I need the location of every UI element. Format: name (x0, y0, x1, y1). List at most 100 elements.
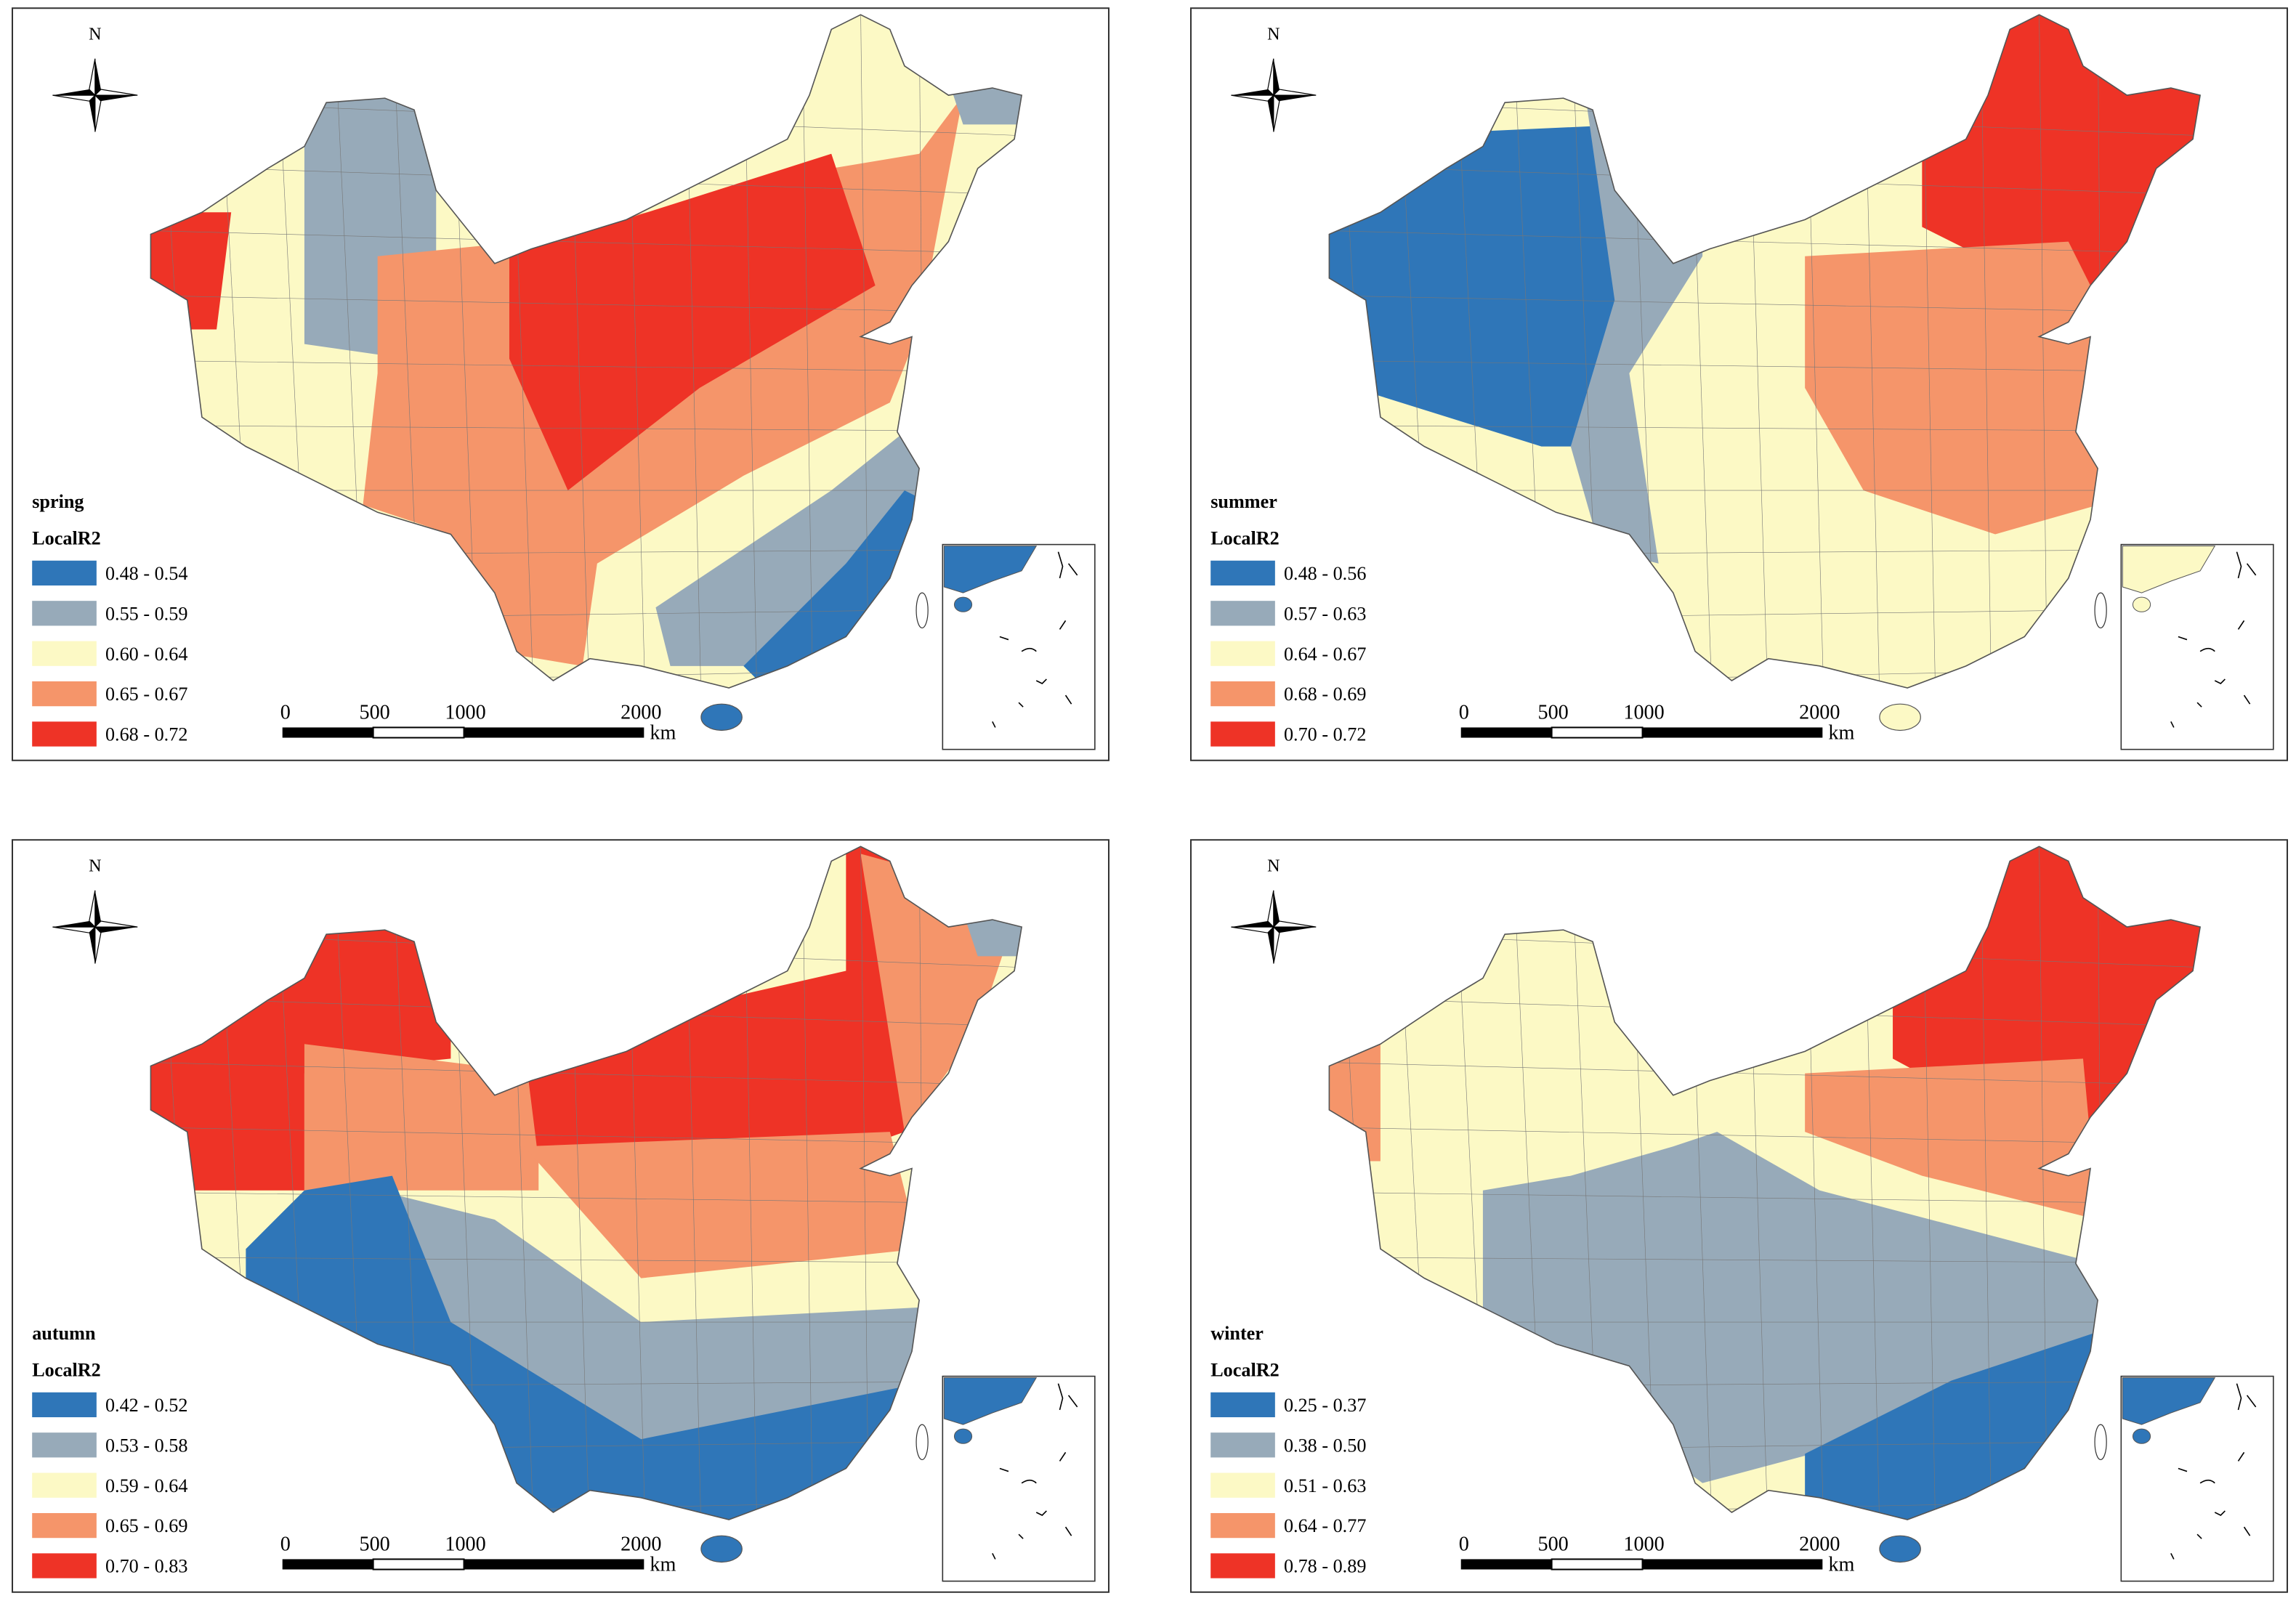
scale-label: 1000 (445, 1533, 485, 1555)
region (1805, 1058, 2098, 1220)
hainan (700, 703, 743, 731)
inset-islands (999, 1467, 1009, 1472)
scale-label: 2000 (621, 701, 661, 724)
legend-label: 0.70 - 0.72 (1284, 724, 1366, 745)
inset-islands (2170, 1553, 2175, 1560)
legend-label: 0.68 - 0.69 (1284, 684, 1366, 705)
inset-island (2132, 596, 2151, 612)
scale-bar (282, 1559, 373, 1570)
legend-subtitle: LocalR2 (1210, 1360, 1280, 1381)
inset-islands (2214, 678, 2226, 684)
boundary (801, 846, 814, 1520)
scale-label: 500 (1537, 701, 1568, 724)
north-arrow (94, 920, 138, 928)
north-label: N (89, 25, 101, 44)
inset-islands (1057, 1383, 1064, 1411)
hainan (1879, 1535, 1921, 1563)
legend-label: 0.53 - 0.58 (105, 1435, 187, 1456)
country-outline (1328, 846, 2202, 1520)
boundary (1980, 846, 1993, 1520)
north-arrow (89, 890, 96, 928)
inset-islands (2243, 1526, 2251, 1536)
legend-label: 0.42 - 0.52 (105, 1395, 187, 1416)
legend-swatch (32, 1472, 97, 1498)
boundary (1329, 227, 2201, 257)
taiwan (2094, 592, 2107, 629)
region (524, 846, 905, 1205)
legend-swatch (1210, 1553, 1275, 1578)
inset-islands (1021, 647, 1037, 652)
country-outline (1328, 14, 2202, 689)
legend-swatch (1210, 641, 1275, 666)
scale-label: 1000 (445, 701, 485, 724)
region (1805, 241, 2113, 535)
boundary (1980, 15, 1993, 689)
north-arrow (1273, 95, 1317, 102)
scale-bar (372, 726, 465, 739)
north-arrow (89, 927, 95, 964)
north-arrow (1267, 927, 1274, 964)
north-label: N (89, 856, 101, 876)
inset-islands (1057, 551, 1064, 579)
inset-islands (1059, 620, 1067, 630)
scale-bar (464, 1559, 644, 1570)
north-arrow (52, 94, 97, 102)
legend-swatch (1210, 681, 1275, 707)
region (304, 1044, 539, 1191)
legend-title: winter (1210, 1323, 1264, 1344)
scale-label: 1000 (1623, 701, 1664, 724)
legend-label: 0.65 - 0.67 (105, 684, 187, 705)
scale-unit: km (1828, 1554, 1854, 1576)
inset-islands (2178, 1467, 2188, 1472)
region (743, 490, 934, 689)
inset-islands (2236, 1383, 2242, 1411)
scale-label: 500 (359, 701, 389, 724)
inset-land (2122, 1377, 2216, 1425)
legend-label: 0.70 - 0.83 (105, 1556, 187, 1577)
legend-label: 0.48 - 0.54 (105, 563, 187, 584)
north-arrow (94, 95, 138, 102)
inset-islands (1018, 702, 1024, 708)
legend-title: summer (1210, 491, 1277, 512)
taiwan (2094, 1424, 2107, 1461)
north-arrow (1273, 927, 1317, 933)
legend-swatch (1210, 721, 1275, 747)
inset-land (2122, 546, 2216, 593)
country-outline (150, 14, 1023, 689)
legend-swatch (1210, 1432, 1275, 1458)
inset-island (953, 596, 973, 612)
scale-bar (1460, 727, 1552, 738)
north-label: N (1267, 856, 1280, 876)
inset-islands (992, 721, 996, 728)
legend-label: 0.59 - 0.64 (105, 1475, 187, 1496)
north-arrow (94, 89, 138, 96)
scale-unit: km (1828, 722, 1854, 745)
legend-swatch (32, 1512, 97, 1539)
legend-swatch (1210, 1472, 1275, 1498)
inset-islands (1035, 1510, 1047, 1516)
north-arrow (1272, 920, 1317, 928)
inset-islands (1064, 1526, 1072, 1536)
legend-label: 0.55 - 0.59 (105, 603, 187, 624)
north-arrow (52, 926, 97, 933)
north-arrow (52, 921, 95, 928)
scale-label: 0 (1459, 1533, 1469, 1555)
legend-subtitle: LocalR2 (1210, 528, 1280, 549)
scale-bar (1551, 726, 1644, 739)
inset-islands (2243, 694, 2251, 705)
legend-label: 0.64 - 0.67 (1284, 644, 1366, 665)
inset-island (2132, 1428, 2151, 1444)
legend-swatch (32, 1432, 97, 1458)
legend-label: 0.64 - 0.77 (1284, 1515, 1366, 1536)
north-arrow (52, 89, 95, 96)
inset-island (953, 1428, 973, 1444)
legend-swatch (32, 560, 97, 586)
legend-label: 0.25 - 0.37 (1284, 1395, 1366, 1416)
